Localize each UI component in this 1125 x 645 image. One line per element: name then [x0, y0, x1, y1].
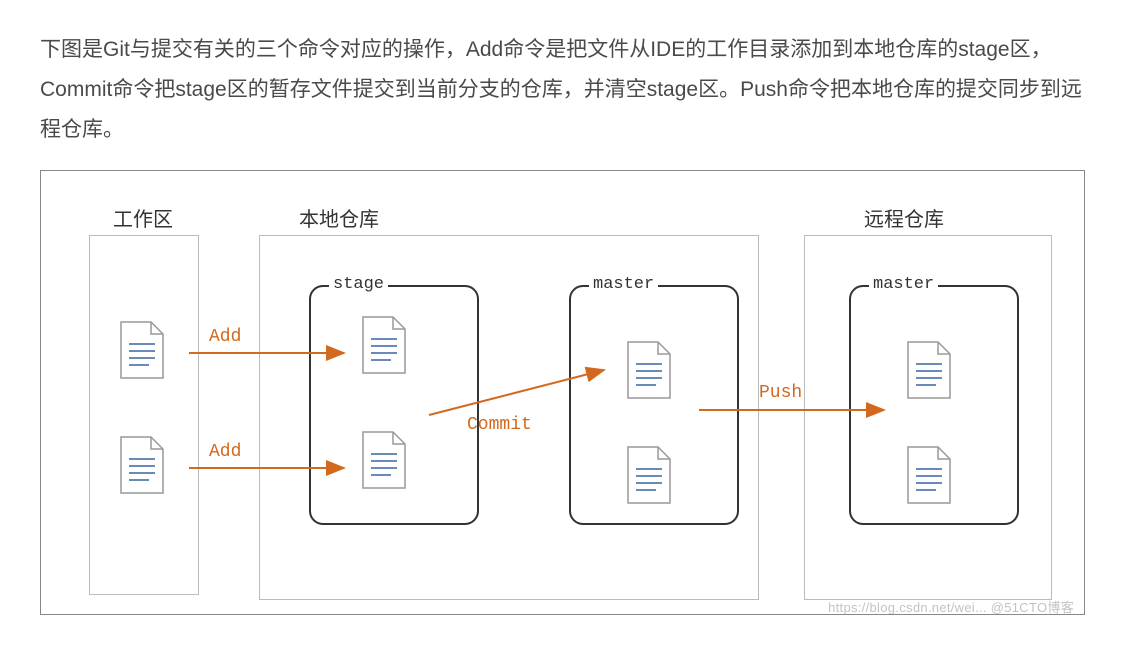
file-icon [624, 445, 674, 507]
zone-box-work [89, 235, 199, 595]
intro-text: 下图是Git与提交有关的三个命令对应的操作，Add命令是把文件从IDE的工作目录… [0, 0, 1125, 170]
arrow-label-add: Add [209, 327, 241, 347]
group-label-remote_master: master [869, 275, 938, 294]
file-icon [359, 430, 409, 492]
group-label-local_master: master [589, 275, 658, 294]
file-icon [624, 340, 674, 402]
arrow-label-push: Push [759, 383, 802, 403]
group-label-stage: stage [329, 275, 388, 294]
file-icon [117, 435, 167, 497]
arrow-label-commit: Commit [467, 415, 532, 435]
zone-label-work: 工作区 [113, 203, 173, 232]
file-icon [117, 320, 167, 382]
file-icon [359, 315, 409, 377]
file-icon [904, 340, 954, 402]
zone-label-local: 本地仓库 [299, 203, 379, 232]
file-icon [904, 445, 954, 507]
zone-label-remote: 远程仓库 [864, 203, 944, 232]
watermark: https://blog.csdn.net/wei... @51CTO博客 [828, 597, 1074, 616]
arrow-label-add: Add [209, 442, 241, 462]
diagram-container: 工作区 本地仓库 远程仓库 stage master master [40, 170, 1085, 615]
